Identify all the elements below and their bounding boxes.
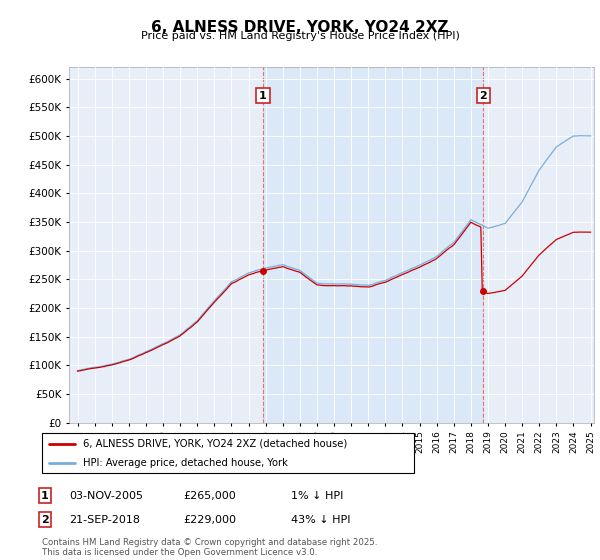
Text: 03-NOV-2005: 03-NOV-2005 xyxy=(69,491,143,501)
Text: Contains HM Land Registry data © Crown copyright and database right 2025.
This d: Contains HM Land Registry data © Crown c… xyxy=(42,538,377,557)
Text: HPI: Average price, detached house, York: HPI: Average price, detached house, York xyxy=(83,458,288,468)
Text: 21-SEP-2018: 21-SEP-2018 xyxy=(69,515,140,525)
Text: 1: 1 xyxy=(41,491,49,501)
Bar xyxy=(263,67,483,423)
Text: 2: 2 xyxy=(479,91,487,101)
Text: 43% ↓ HPI: 43% ↓ HPI xyxy=(291,515,350,525)
Text: 1: 1 xyxy=(259,91,267,101)
Text: 6, ALNESS DRIVE, YORK, YO24 2XZ (detached house): 6, ALNESS DRIVE, YORK, YO24 2XZ (detache… xyxy=(83,439,347,449)
Text: 6, ALNESS DRIVE, YORK, YO24 2XZ: 6, ALNESS DRIVE, YORK, YO24 2XZ xyxy=(151,20,449,35)
Text: Price paid vs. HM Land Registry's House Price Index (HPI): Price paid vs. HM Land Registry's House … xyxy=(140,31,460,41)
Text: £265,000: £265,000 xyxy=(183,491,236,501)
Text: 1% ↓ HPI: 1% ↓ HPI xyxy=(291,491,343,501)
Text: £229,000: £229,000 xyxy=(183,515,236,525)
Text: 2: 2 xyxy=(41,515,49,525)
